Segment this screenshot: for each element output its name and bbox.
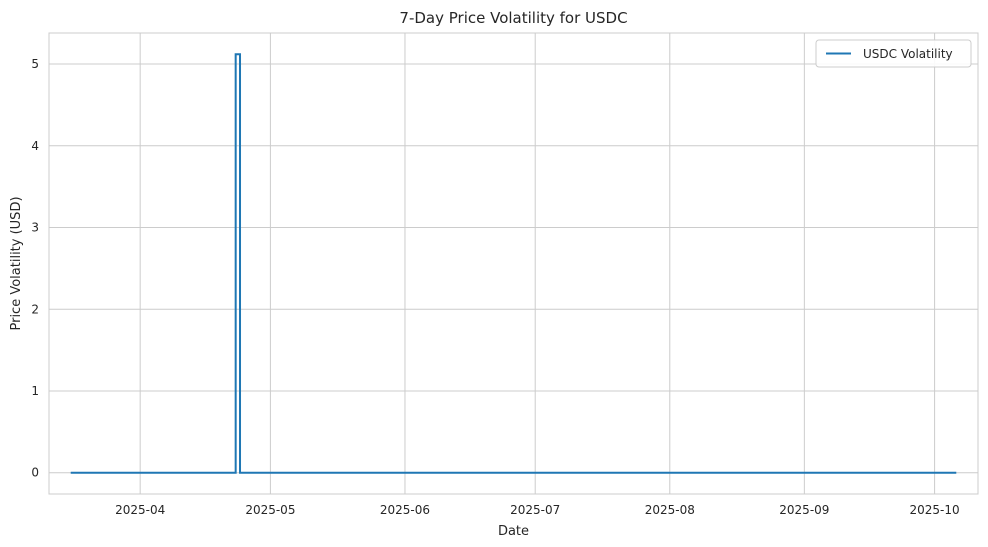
x-tick-label: 2025-06 <box>380 503 430 517</box>
y-axis-ticks: 0 1 2 3 4 5 <box>31 57 39 480</box>
y-tick-label: 1 <box>31 384 39 398</box>
grid <box>49 33 978 494</box>
series-layer <box>70 53 957 474</box>
x-axis-ticks: 2025-04 2025-05 2025-06 2025-07 2025-08 2025-… <box>115 503 960 517</box>
x-axis-label: Date <box>498 524 529 539</box>
x-tick-label: 2025-07 <box>510 503 560 517</box>
legend-box <box>815 39 972 68</box>
y-tick-label: 4 <box>31 139 39 153</box>
x-tick-label: 2025-05 <box>245 503 295 517</box>
y-axis-label: Price Volatility (USD) <box>9 196 24 330</box>
legend-label: USDC Volatility <box>863 47 953 61</box>
y-tick-label: 0 <box>31 466 39 480</box>
y-tick-label: 3 <box>31 221 39 235</box>
y-tick-label: 2 <box>31 302 39 316</box>
plot-area-frame <box>48 32 979 495</box>
chart-title: 7-Day Price Volatility for USDC <box>399 9 627 27</box>
series-line-usdc-volatility <box>70 53 957 474</box>
x-tick-label: 2025-09 <box>779 503 829 517</box>
y-tick-label: 5 <box>31 57 39 71</box>
x-tick-label: 2025-08 <box>645 503 695 517</box>
x-tick-label: 2025-04 <box>115 503 165 517</box>
x-tick-label: 2025-10 <box>910 503 960 517</box>
legend: USDC Volatility <box>815 39 972 68</box>
